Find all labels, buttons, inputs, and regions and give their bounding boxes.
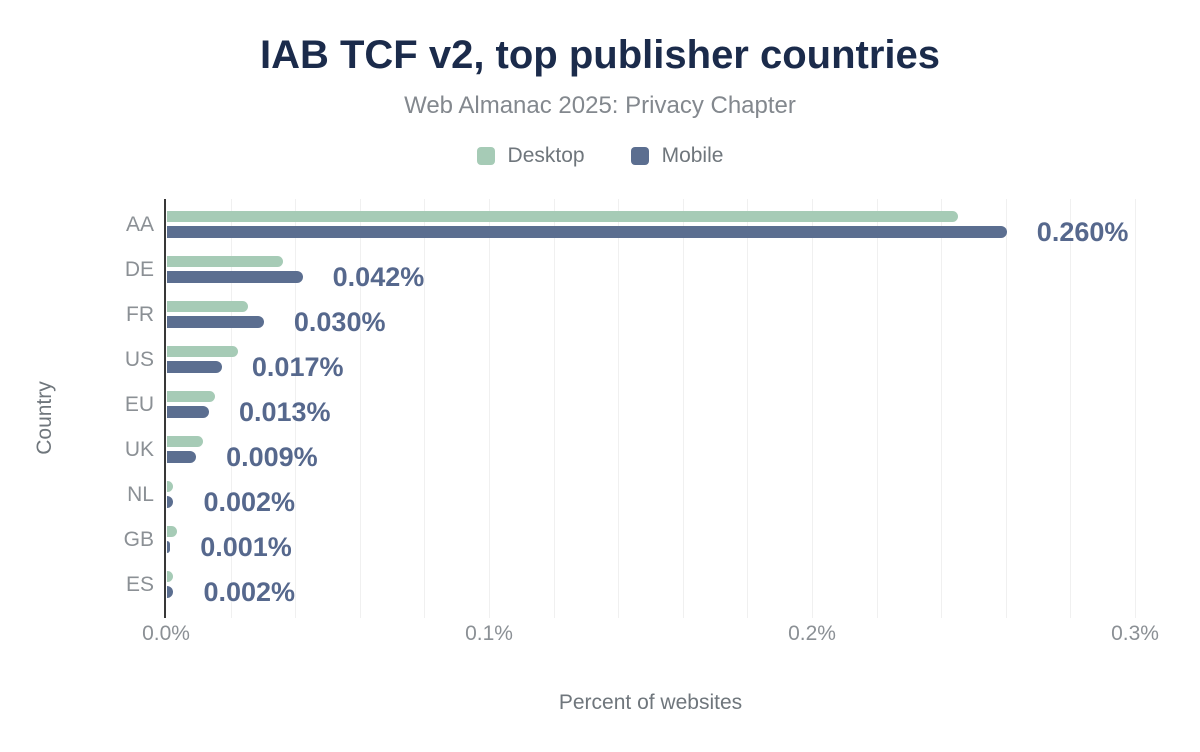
legend-item-mobile[interactable]: Mobile <box>630 144 724 168</box>
category-label-uk: UK <box>124 438 154 461</box>
y-axis-title: Country <box>33 381 56 455</box>
gridline <box>1135 199 1136 618</box>
gridline <box>359 199 361 618</box>
legend-label: Mobile <box>661 144 724 167</box>
value-label-es: 0.002% <box>203 577 296 607</box>
bar-desktop-us <box>167 346 239 357</box>
value-label-nl: 0.002% <box>203 487 296 517</box>
x-axis-title: Percent of websites <box>558 691 743 714</box>
gridline <box>747 199 749 618</box>
bar-desktop-aa <box>167 211 959 222</box>
value-label-de: 0.042% <box>332 262 425 292</box>
x-tick-label: 0.0% <box>142 622 190 645</box>
gridline <box>489 199 490 618</box>
bar-mobile-eu <box>167 406 209 418</box>
x-tick-label: 0.2% <box>788 622 836 645</box>
value-label-us: 0.017% <box>251 352 344 382</box>
legend-swatch-mobile <box>630 147 649 165</box>
bar-desktop-fr <box>167 301 248 312</box>
bar-mobile-uk <box>167 451 197 463</box>
gridline <box>941 199 943 618</box>
bar-mobile-nl <box>167 496 174 508</box>
value-label-uk: 0.009% <box>226 442 318 472</box>
gridline <box>230 199 232 618</box>
x-tick-label: 0.1% <box>465 622 513 645</box>
value-label-eu: 0.013% <box>238 397 331 427</box>
gridline <box>553 199 555 618</box>
bar-mobile-us <box>167 361 222 373</box>
y-axis-line <box>164 199 166 618</box>
bar-desktop-gb <box>167 526 177 537</box>
category-label-es: ES <box>125 573 154 596</box>
bar-mobile-gb <box>167 541 171 553</box>
value-label-fr: 0.030% <box>293 307 386 337</box>
chart-title: IAB TCF v2, top publisher countries <box>259 33 941 77</box>
gridline <box>682 199 684 618</box>
legend-label: Desktop <box>507 144 585 167</box>
gridline <box>424 199 426 618</box>
bar-mobile-es <box>167 586 174 598</box>
gridline <box>1070 199 1072 618</box>
bar-desktop-nl <box>167 481 174 492</box>
gridline <box>812 199 813 618</box>
gridline <box>618 199 620 618</box>
category-label-nl: NL <box>127 483 154 506</box>
category-label-fr: FR <box>126 303 154 326</box>
bar-desktop-de <box>167 256 284 267</box>
chart-subtitle: Web Almanac 2025: Privacy Chapter <box>404 92 796 119</box>
gridline <box>295 199 297 618</box>
bar-mobile-aa <box>167 226 1007 238</box>
bar-mobile-fr <box>167 316 264 328</box>
value-label-gb: 0.001% <box>200 532 292 562</box>
legend-swatch-desktop <box>476 147 495 165</box>
bar-desktop-uk <box>167 436 203 447</box>
value-label-aa: 0.260% <box>1036 217 1129 247</box>
bar-mobile-de <box>167 271 303 283</box>
gridline <box>876 199 878 618</box>
legend-item-desktop[interactable]: Desktop <box>476 144 585 168</box>
x-tick-label: 0.3% <box>1111 622 1159 645</box>
category-label-de: DE <box>124 258 154 281</box>
category-label-eu: EU <box>124 393 154 416</box>
category-label-aa: AA <box>125 213 154 236</box>
bar-desktop-es <box>167 571 174 582</box>
category-label-gb: GB <box>123 528 154 551</box>
bar-desktop-eu <box>167 391 216 402</box>
gridline <box>1005 199 1007 618</box>
legend: Desktop Mobile <box>0 144 1200 168</box>
category-label-us: US <box>124 348 154 371</box>
